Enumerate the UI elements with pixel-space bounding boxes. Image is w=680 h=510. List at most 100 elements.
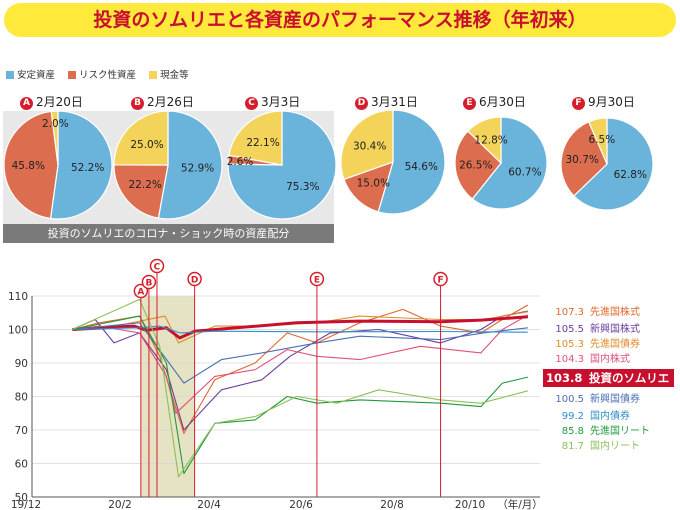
series-end-name: 国内リート bbox=[590, 441, 640, 452]
series-end-label: 104.3 国内株式 bbox=[555, 350, 630, 365]
pie-date-a: A 2月20日 bbox=[20, 93, 83, 110]
series-end-value: 105.3 bbox=[555, 339, 584, 350]
event-marker-label: E bbox=[314, 276, 320, 286]
pie-date-b: B 2月26日 bbox=[131, 93, 194, 110]
pie-date-e: E 6月30日 bbox=[463, 93, 526, 110]
series-end-label: 107.3 先進国株式 bbox=[555, 303, 640, 318]
event-marker-label: A bbox=[137, 288, 144, 298]
x-tick-label: （年/月） bbox=[497, 498, 543, 510]
pie-date-label: 9月30日 bbox=[588, 95, 635, 109]
x-tick-label: 20/4 bbox=[197, 499, 221, 510]
marker-badge: E bbox=[463, 97, 476, 110]
series-line bbox=[72, 322, 528, 384]
event-marker-label: F bbox=[437, 276, 443, 286]
series-end-label-highlight: 103.8 投資のソムリエ bbox=[543, 369, 675, 387]
event-marker-label: B bbox=[145, 279, 152, 289]
marker-badge: C bbox=[245, 97, 258, 110]
pie-value-label: 22.2% bbox=[129, 179, 162, 191]
y-tick-label: 110 bbox=[8, 291, 28, 303]
event-marker-badge bbox=[141, 274, 157, 290]
series-end-value: 105.5 bbox=[555, 324, 584, 335]
marker-badge: A bbox=[20, 97, 33, 110]
event-marker-label: D bbox=[191, 276, 198, 286]
event-marker-badge bbox=[133, 283, 149, 299]
pie-value-label: 2.6% bbox=[227, 156, 254, 168]
marker-badge: F bbox=[572, 97, 585, 110]
series-line bbox=[72, 315, 529, 475]
pie-value-label: 45.8% bbox=[12, 160, 45, 172]
legend-label: リスク性資産 bbox=[79, 70, 137, 81]
series-end-name: 新興国株式 bbox=[590, 324, 640, 335]
marker-badge: B bbox=[131, 97, 144, 110]
series-line bbox=[72, 325, 528, 334]
pie-slice bbox=[471, 116, 548, 210]
legend-label: 現金等 bbox=[160, 70, 189, 81]
pie-slice bbox=[157, 110, 223, 220]
pie-value-label: 12.8% bbox=[474, 135, 507, 147]
pie-group-caption: 投資のソムリエのコロナ・ショック時の資産配分 bbox=[3, 224, 334, 243]
legend-label: 安定資産 bbox=[17, 70, 56, 81]
series-end-value: 99.2 bbox=[561, 411, 584, 422]
pie-value-label: 62.8% bbox=[614, 169, 647, 181]
x-tick-label: 20/2 bbox=[108, 499, 132, 510]
series-end-label: 100.5 新興国債券 bbox=[555, 390, 640, 405]
series-end-label: 105.5 新興国株式 bbox=[555, 320, 640, 335]
pie-slice bbox=[454, 130, 502, 200]
pie-value-label: 60.7% bbox=[508, 166, 541, 178]
pie-slice bbox=[343, 161, 394, 213]
pie-slice bbox=[49, 110, 113, 220]
series-end-value: 103.8 bbox=[546, 371, 583, 385]
pie-value-label: 52.9% bbox=[181, 163, 214, 175]
pie-date-c: C 3月3日 bbox=[245, 93, 300, 110]
pie-slice bbox=[113, 164, 169, 219]
pie-date-label: 6月30日 bbox=[479, 95, 526, 109]
series-end-label: 81.7 国内リート bbox=[555, 437, 640, 452]
series-end-value: 81.7 bbox=[561, 441, 584, 452]
pie-value-label: 54.6% bbox=[405, 161, 438, 173]
pie-date-label: 2月20日 bbox=[36, 95, 83, 109]
pie-legend: 安定資産 リスク性資産 現金等 bbox=[6, 67, 199, 81]
series-end-name: 投資のソムリエ bbox=[589, 371, 670, 385]
series-end-name: 先進国リート bbox=[590, 426, 650, 437]
pie-date-d: D 3月31日 bbox=[355, 93, 418, 110]
pie-value-label: 75.3% bbox=[286, 181, 319, 193]
pie-charts: 52.2% 45.8% 2.0% 52.9% 22.2% 25.0% 75.3% 2.6% 22… bbox=[3, 109, 654, 220]
event-marker-label: C bbox=[154, 263, 161, 273]
series-end-value: 85.8 bbox=[561, 426, 584, 437]
series-end-label: 99.2 国内債券 bbox=[555, 407, 630, 422]
series-end-name: 先進国債券 bbox=[590, 339, 640, 350]
x-tick-label: 19/12 bbox=[11, 499, 41, 510]
series-end-value: 104.3 bbox=[555, 354, 584, 365]
y-tick-label: 60 bbox=[15, 459, 28, 471]
pie-value-label: 2.0% bbox=[42, 118, 69, 130]
pie-slice bbox=[228, 110, 283, 166]
pie-slice bbox=[587, 117, 608, 165]
pie-value-label: 26.5% bbox=[459, 160, 492, 172]
event-marker-badge bbox=[149, 258, 165, 274]
pie-date-label: 2月26日 bbox=[147, 95, 194, 109]
pie-slice bbox=[3, 110, 59, 220]
event-marker-badge bbox=[187, 271, 202, 287]
pie-date-label: 3月3日 bbox=[261, 95, 301, 109]
pie-slice bbox=[573, 117, 654, 211]
y-tick-label: 70 bbox=[15, 425, 28, 437]
series-end-value: 107.3 bbox=[555, 307, 584, 318]
legend-item: リスク性資産 bbox=[68, 67, 136, 81]
series-end-name: 国内株式 bbox=[590, 354, 630, 365]
pie-value-label: 30.4% bbox=[353, 140, 386, 152]
legend-swatch bbox=[68, 71, 77, 79]
pie-slice bbox=[377, 109, 446, 215]
series-end-label: 105.3 先進国債券 bbox=[555, 335, 640, 350]
legend-item: 現金等 bbox=[149, 67, 189, 81]
x-tick-label: 20/8 bbox=[380, 499, 404, 510]
pie-date-label: 3月31日 bbox=[371, 95, 418, 109]
legend-item: 安定資産 bbox=[6, 67, 55, 81]
y-tick-label: 50 bbox=[15, 492, 28, 504]
event-marker-badge bbox=[309, 271, 325, 287]
pie-value-label: 15.0% bbox=[357, 178, 390, 190]
page-title: 投資のソムリエと各資産のパフォーマンス推移（年初来） bbox=[4, 3, 676, 37]
pie-slice bbox=[50, 110, 59, 166]
pie-value-label: 22.1% bbox=[246, 137, 279, 149]
series-line bbox=[72, 314, 529, 414]
